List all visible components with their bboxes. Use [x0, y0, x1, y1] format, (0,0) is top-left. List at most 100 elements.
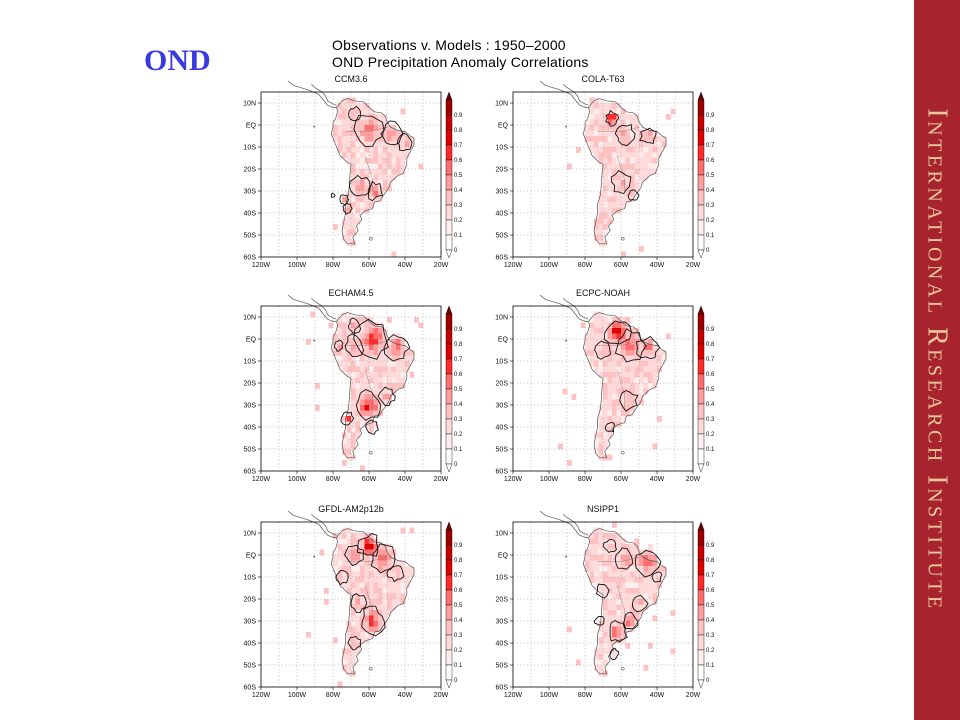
correlation-cell [346, 632, 352, 638]
correlation-cell [382, 577, 388, 583]
coastline-south-america [582, 98, 667, 245]
correlation-cell [355, 538, 361, 545]
correlation-cell [603, 202, 608, 208]
correlation-cell [360, 637, 365, 644]
contour-line [367, 180, 384, 202]
correlation-cell [369, 185, 374, 192]
correlation-cell [625, 410, 631, 417]
correlation-cell [616, 141, 622, 148]
correlation-cell [364, 147, 370, 153]
correlation-cell [607, 339, 613, 345]
correlation-cell [360, 615, 365, 622]
correlation-cell [391, 125, 397, 131]
correlation-cell [378, 333, 383, 340]
correlation-cell [594, 147, 599, 153]
correlation-cell [616, 383, 622, 389]
correlation-cell [603, 566, 608, 572]
correlation-cell [387, 588, 392, 594]
correlation-cell [661, 141, 667, 148]
correlation-cell [598, 97, 604, 104]
correlation-cell [634, 582, 640, 589]
correlation-cell [603, 538, 608, 545]
coastline-central-america [539, 80, 589, 108]
colorbar-label: 0.8 [706, 128, 715, 134]
correlation-cell [661, 566, 667, 572]
correlation-cell [603, 158, 608, 164]
correlation-cell [612, 180, 617, 186]
correlation-cells [567, 97, 676, 258]
correlation-cell [630, 191, 635, 197]
correlation-cell [346, 449, 352, 455]
correlation-cell [603, 560, 608, 567]
correlation-cell [369, 410, 374, 417]
correlation-cell [607, 566, 613, 572]
correlation-cell [652, 599, 658, 605]
correlation-cell [603, 333, 608, 340]
correlation-cell [616, 147, 622, 153]
correlation-cell [648, 544, 653, 550]
correlation-cell [648, 383, 653, 389]
correlation-cell [373, 147, 379, 153]
correlation-cell [598, 665, 604, 671]
correlation-cell [594, 108, 599, 115]
correlation-cell [621, 555, 626, 561]
correlation-cell [355, 593, 361, 600]
correlation-cell [616, 416, 622, 422]
correlation-cell [634, 180, 640, 186]
lat-label: EQ [246, 553, 257, 560]
correlation-cell [603, 555, 608, 561]
correlation-cell [630, 130, 635, 137]
correlation-cell [396, 599, 401, 605]
colorbar-label: 0.4 [706, 188, 715, 194]
colorbar-top-arrow [445, 91, 453, 101]
contour-line [365, 419, 379, 435]
correlation-cell [607, 388, 613, 395]
correlation-cell [360, 361, 365, 367]
correlation-cell [598, 410, 604, 417]
contour-line [594, 340, 612, 360]
correlation-cell [657, 152, 662, 159]
correlation-cell [369, 180, 374, 186]
river-line [345, 127, 388, 132]
correlation-cell [364, 566, 370, 572]
correlation-cell [373, 421, 379, 428]
correlation-cell [360, 410, 365, 417]
correlation-cell [346, 643, 352, 649]
contour-line [330, 192, 336, 198]
correlation-cell [387, 158, 392, 164]
correlation-cell [603, 344, 608, 351]
correlation-cell [607, 416, 613, 422]
correlation-cell [625, 147, 631, 153]
correlation-cell [360, 366, 365, 373]
correlation-cell [346, 119, 352, 126]
correlation-cell [378, 163, 383, 170]
correlation-cell [369, 610, 374, 616]
colorbar: 0.90.80.70.60.50.40.30.20.10 [445, 305, 463, 473]
correlation-cell [652, 141, 658, 148]
colorbar-segment [445, 174, 453, 191]
correlation-cell [625, 626, 631, 633]
correlation-cell [373, 114, 379, 120]
correlation-cell [346, 339, 352, 345]
correlation-cell [351, 544, 356, 550]
contour-line [634, 549, 662, 578]
lon-label: 60W [362, 476, 377, 483]
correlation-cell [400, 163, 406, 170]
correlation-cell [346, 405, 352, 411]
colorbar-label: 0.2 [454, 218, 463, 224]
correlation-cell [373, 610, 379, 616]
correlation-cell [355, 213, 361, 219]
lon-label: 100W [540, 692, 559, 699]
correlation-cell [634, 377, 640, 384]
correlation-cell [603, 240, 608, 247]
correlation-cell [342, 361, 347, 367]
colorbar-segment [697, 159, 705, 176]
colorbar-label: 0.3 [706, 203, 715, 209]
correlation-cell [594, 654, 599, 660]
correlation-cell [589, 97, 595, 104]
correlation-cell [369, 604, 374, 611]
lon-label: 80W [578, 262, 593, 269]
correlation-cell [373, 549, 379, 556]
